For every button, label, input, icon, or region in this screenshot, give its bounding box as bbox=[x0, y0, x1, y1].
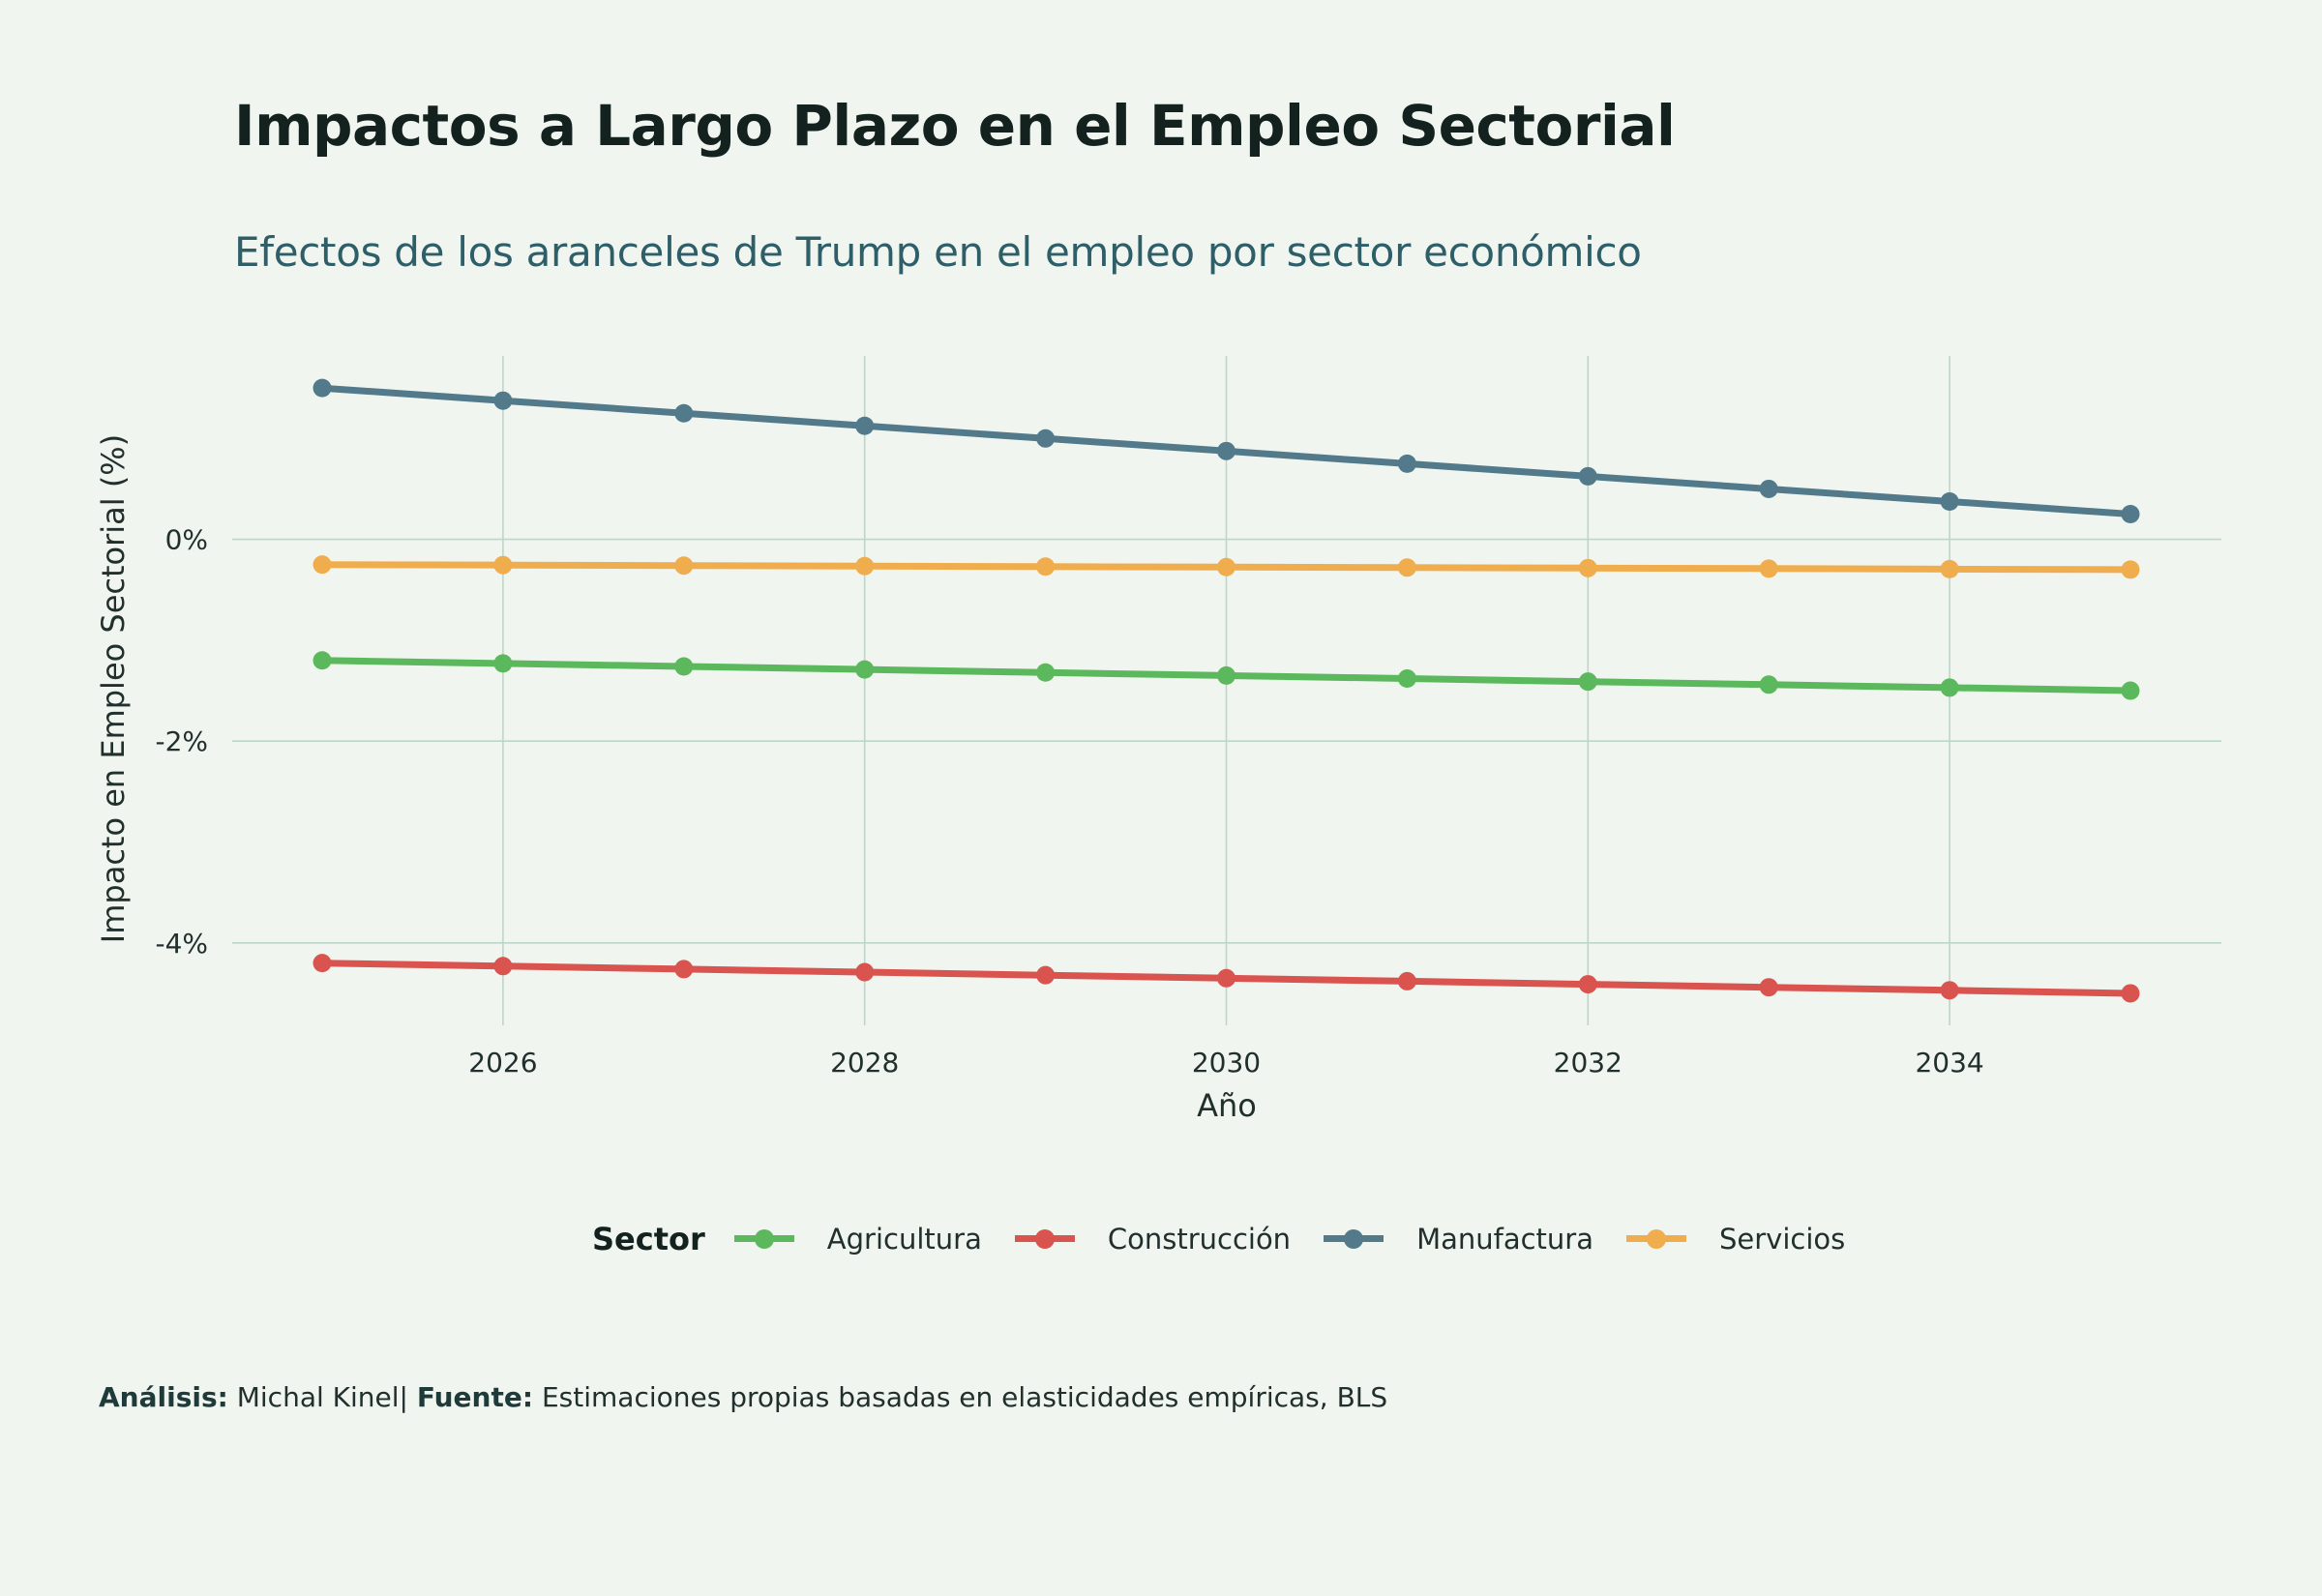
data-point-servicios bbox=[1940, 559, 1959, 578]
data-point-construccion bbox=[1397, 971, 1416, 990]
legend-item-agricultura[interactable]: Agricultura bbox=[733, 1223, 982, 1256]
data-point-construccion bbox=[313, 954, 332, 973]
data-point-agricultura bbox=[674, 657, 694, 676]
data-point-agricultura bbox=[1397, 669, 1416, 689]
data-point-manufactura bbox=[855, 416, 875, 435]
y-tick-label: 0% bbox=[165, 524, 208, 556]
data-point-construccion bbox=[1940, 981, 1959, 1000]
data-point-servicios bbox=[674, 556, 694, 576]
x-axis-title: Año bbox=[1197, 1087, 1257, 1124]
data-point-servicios bbox=[855, 556, 875, 576]
chart-subtitle: Efectos de los aranceles de Trump en el … bbox=[234, 228, 1642, 276]
data-point-servicios bbox=[1578, 558, 1597, 577]
legend-item-manufactura[interactable]: Manufactura bbox=[1324, 1223, 1593, 1256]
data-point-manufactura bbox=[1940, 491, 1959, 511]
y-axis-title: Impacto en Empleo Sectorial (%) bbox=[95, 434, 132, 943]
data-point-agricultura bbox=[855, 660, 875, 679]
legend-key-servicios-icon bbox=[1626, 1227, 1686, 1251]
data-point-agricultura bbox=[1217, 665, 1235, 685]
source-value: Estimaciones propias basadas en elastici… bbox=[541, 1381, 1388, 1413]
data-point-construccion bbox=[493, 957, 513, 976]
caption: Análisis: Michal Kinel| Fuente: Estimaci… bbox=[99, 1381, 1387, 1413]
data-point-agricultura bbox=[493, 654, 513, 673]
x-tick-label: 2030 bbox=[1192, 1047, 1261, 1079]
legend-title: Sector bbox=[592, 1221, 705, 1257]
legend-key-construccion-icon bbox=[1014, 1227, 1075, 1251]
series-construccion bbox=[313, 954, 2140, 1003]
y-tick-label: -2% bbox=[155, 725, 208, 757]
legend-key-manufactura-icon bbox=[1324, 1227, 1384, 1251]
data-point-construccion bbox=[1036, 965, 1056, 985]
chart-title: Impactos a Largo Plazo en el Empleo Sect… bbox=[234, 93, 1676, 159]
legend: Sector Agricultura Construcción Manufact… bbox=[592, 1221, 1878, 1257]
legend-item-servicios[interactable]: Servicios bbox=[1626, 1223, 1845, 1256]
data-point-servicios bbox=[493, 555, 513, 575]
data-point-agricultura bbox=[1940, 678, 1959, 697]
data-point-agricultura bbox=[313, 651, 332, 670]
data-point-servicios bbox=[313, 555, 332, 575]
data-point-servicios bbox=[1397, 558, 1416, 577]
data-point-construccion bbox=[2121, 984, 2140, 1003]
y-tick-label: -4% bbox=[155, 928, 208, 960]
data-point-agricultura bbox=[2121, 681, 2140, 700]
data-point-manufactura bbox=[1397, 454, 1416, 473]
x-tick-label: 2034 bbox=[1915, 1047, 1983, 1079]
data-point-manufactura bbox=[674, 403, 694, 423]
series-agricultura bbox=[313, 651, 2140, 700]
data-point-manufactura bbox=[1036, 429, 1056, 448]
data-point-manufactura bbox=[1578, 466, 1597, 486]
data-point-manufactura bbox=[313, 378, 332, 398]
x-axis-ticks: 2026 2028 2030 2032 2034 bbox=[468, 1047, 1983, 1079]
data-point-manufactura bbox=[2121, 505, 2140, 524]
data-point-construccion bbox=[1578, 975, 1597, 994]
data-point-servicios bbox=[1036, 557, 1056, 576]
data-point-agricultura bbox=[1036, 663, 1056, 682]
data-point-servicios bbox=[2121, 560, 2140, 579]
legend-item-construccion[interactable]: Construcción bbox=[1014, 1223, 1292, 1256]
data-point-manufactura bbox=[493, 391, 513, 410]
y-axis-ticks: 0% -2% -4% bbox=[155, 524, 208, 960]
data-point-construccion bbox=[674, 960, 694, 979]
data-point-construccion bbox=[855, 962, 875, 982]
legend-label: Agricultura bbox=[826, 1223, 982, 1256]
legend-label: Manufactura bbox=[1416, 1223, 1593, 1256]
data-point-manufactura bbox=[1217, 441, 1235, 460]
data-point-agricultura bbox=[1759, 675, 1778, 695]
source-label: Fuente: bbox=[416, 1381, 534, 1413]
analysis-value: Michal Kinel bbox=[236, 1381, 400, 1413]
data-point-servicios bbox=[1759, 559, 1778, 578]
analysis-label: Análisis: bbox=[99, 1381, 228, 1413]
x-tick-label: 2032 bbox=[1554, 1047, 1622, 1079]
legend-label: Servicios bbox=[1719, 1223, 1846, 1256]
data-point-servicios bbox=[1217, 557, 1235, 576]
data-point-construccion bbox=[1759, 978, 1778, 997]
data-point-manufactura bbox=[1759, 479, 1778, 498]
caption-separator: | bbox=[399, 1381, 408, 1413]
x-tick-label: 2028 bbox=[830, 1047, 899, 1079]
series-servicios bbox=[313, 555, 2140, 579]
x-tick-label: 2026 bbox=[468, 1047, 537, 1079]
series-manufactura bbox=[313, 378, 2140, 524]
legend-label: Construcción bbox=[1107, 1223, 1292, 1256]
data-point-agricultura bbox=[1578, 672, 1597, 692]
series-lines bbox=[313, 378, 2140, 1003]
legend-key-agricultura-icon bbox=[733, 1227, 794, 1251]
data-point-construccion bbox=[1217, 968, 1235, 988]
